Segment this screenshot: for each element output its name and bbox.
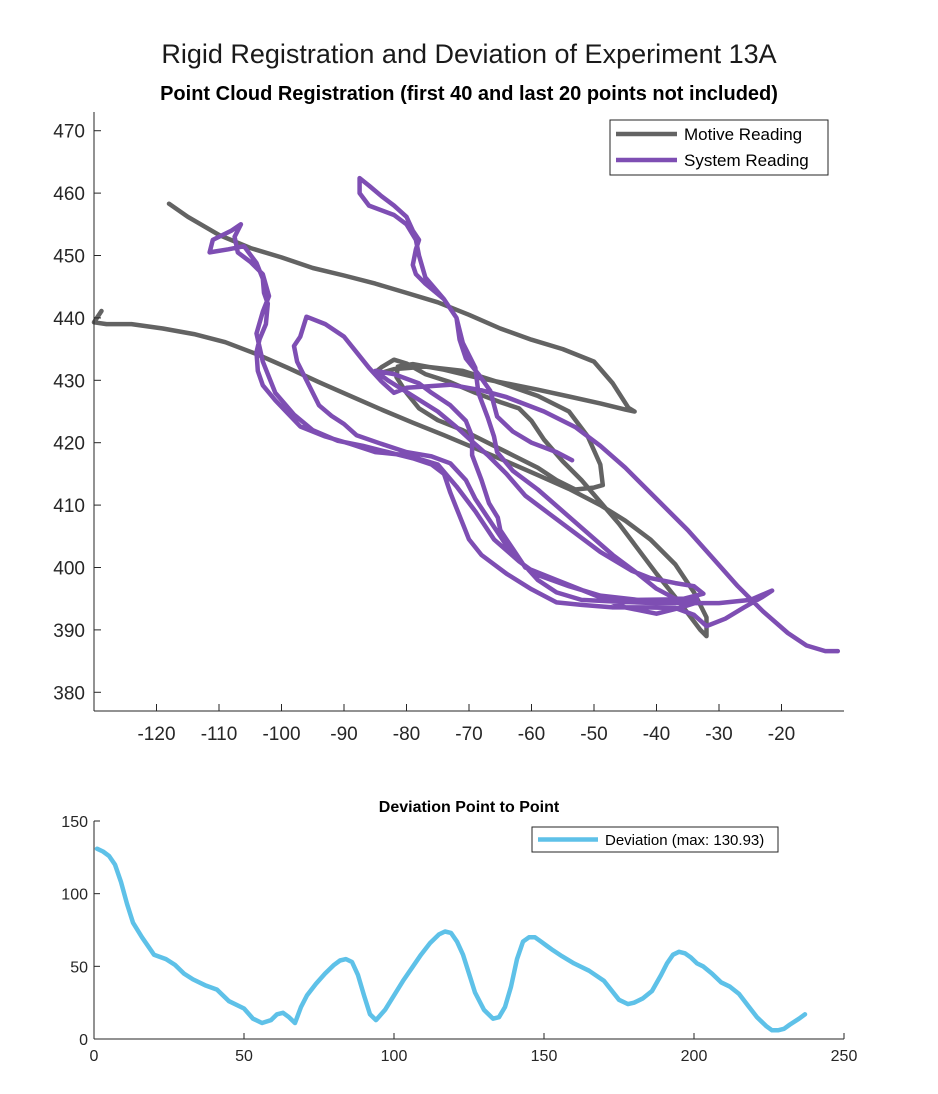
x-tick-label: -90	[330, 724, 357, 745]
legend-label-deviation: Deviation (max: 130.93)	[605, 832, 764, 849]
y-tick-label: 450	[53, 247, 85, 268]
series-line-system	[207, 175, 841, 654]
x-tick-label: 0	[90, 1048, 99, 1065]
deviation-legend: Deviation (max: 130.93)	[531, 826, 779, 853]
figure-title: Rigid Registration and Deviation of Expe…	[161, 39, 776, 69]
registration-plot: Point Cloud Registration (first 40 and l…	[53, 83, 844, 745]
x-tick-label: 150	[531, 1048, 558, 1065]
registration-legend-box	[609, 119, 829, 176]
registration-legend: Motive Reading System Reading	[609, 119, 829, 176]
y-tick-label: 100	[61, 887, 88, 904]
x-tick-label: 250	[831, 1048, 858, 1065]
x-tick-label: 50	[235, 1048, 253, 1065]
deviation-ticks: 0 50 100 150 200 250 0 50 100 150	[61, 814, 857, 1065]
registration-ticks: -120 -110 -100 -90 -80 -70 -60 -50 -40 -30 -20 380 3…	[53, 122, 795, 745]
x-tick-label: -60	[518, 724, 545, 745]
x-tick-label: -70	[455, 724, 482, 745]
legend-label-motive: Motive Reading	[684, 125, 802, 144]
deviation-axes	[93, 821, 844, 1040]
y-tick-label: 0	[79, 1032, 88, 1049]
y-tick-label: 410	[53, 496, 85, 517]
legend-label-system: System Reading	[684, 151, 809, 170]
x-tick-label: -110	[201, 724, 238, 745]
y-tick-label: 440	[53, 309, 85, 330]
y-tick-label: 380	[53, 683, 85, 704]
y-tick-label: 460	[53, 184, 85, 205]
series-line-motive	[91, 201, 709, 639]
x-tick-label: -20	[768, 724, 795, 745]
deviation-plot-area	[94, 821, 844, 1039]
x-tick-label: -100	[262, 724, 300, 745]
registration-series-group	[91, 175, 841, 654]
deviation-plot-title: Deviation Point to Point	[379, 799, 560, 816]
y-tick-label: 390	[53, 621, 85, 642]
deviation-plot: Deviation Point to Point 0 50 100 150 200 250…	[61, 799, 857, 1065]
y-tick-label: 400	[53, 558, 85, 579]
x-tick-label: -50	[580, 724, 607, 745]
y-tick-label: 420	[53, 434, 85, 455]
deviation-series-group	[94, 846, 808, 1033]
x-tick-label: 200	[681, 1048, 708, 1065]
y-tick-label: 50	[70, 959, 88, 976]
registration-plot-title: Point Cloud Registration (first 40 and l…	[160, 83, 778, 105]
series-line-deviation	[94, 846, 808, 1033]
x-tick-label: -80	[393, 724, 420, 745]
x-tick-label: -40	[643, 724, 670, 745]
x-tick-label: -120	[137, 724, 175, 745]
y-tick-label: 150	[61, 814, 88, 831]
x-tick-label: 100	[381, 1048, 408, 1065]
registration-plot-area	[94, 112, 844, 711]
y-tick-label: 430	[53, 371, 85, 392]
y-tick-label: 470	[53, 122, 85, 143]
x-tick-label: -30	[705, 724, 732, 745]
